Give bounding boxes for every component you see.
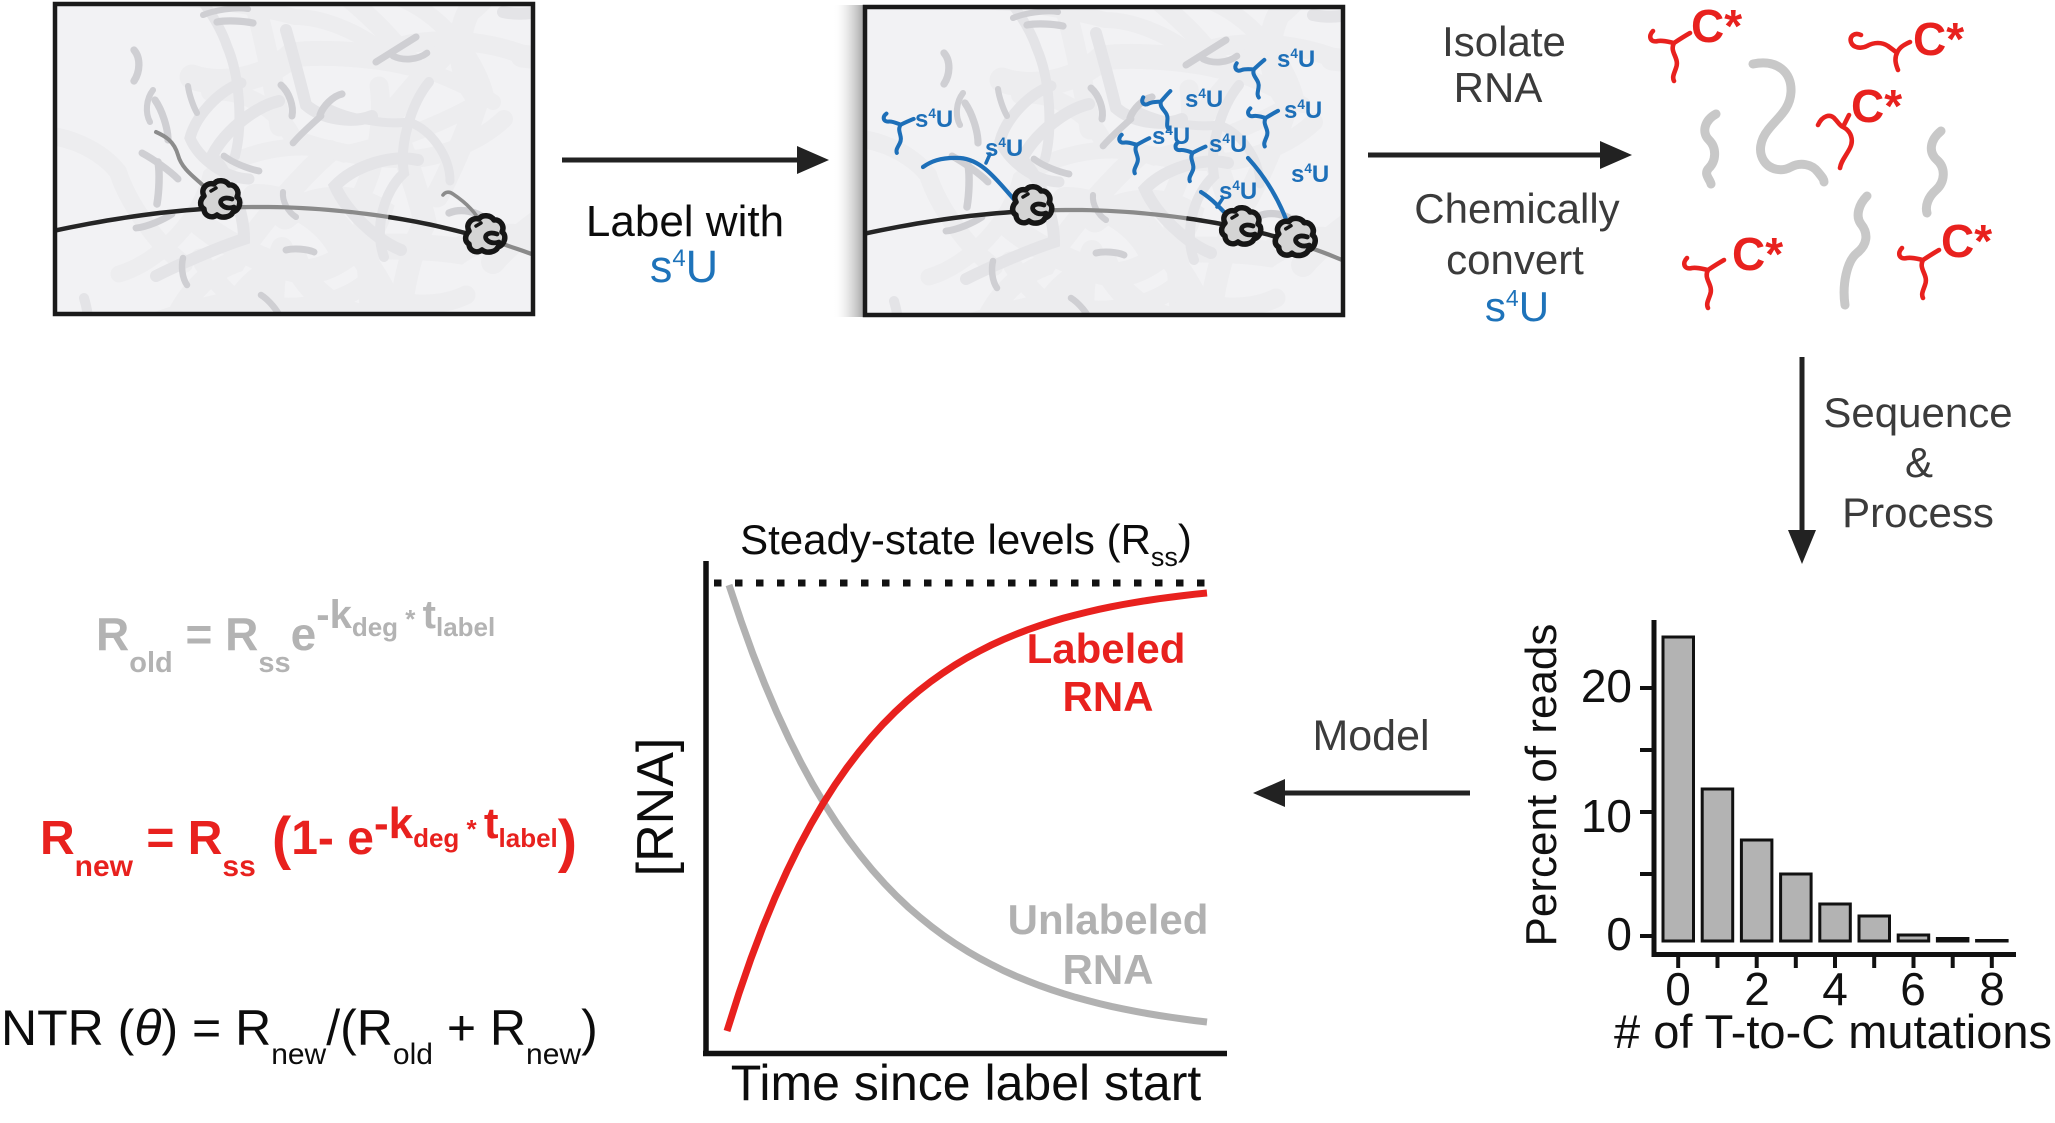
- svg-text:Labeled: Labeled: [1027, 625, 1186, 672]
- svg-text:Chemically: Chemically: [1414, 185, 1619, 232]
- svg-text:C*: C*: [1851, 80, 1902, 132]
- svg-text:Isolate: Isolate: [1442, 18, 1566, 65]
- svg-text:[RNA]: [RNA]: [627, 738, 685, 877]
- svg-text:2: 2: [1744, 963, 1770, 1015]
- svg-text:# of T-to-C mutations: # of T-to-C mutations: [1614, 1005, 2052, 1058]
- svg-text:RNA: RNA: [1063, 673, 1154, 720]
- svg-text:Process: Process: [1842, 489, 1994, 536]
- svg-text:RNA: RNA: [1063, 946, 1154, 993]
- svg-text:Unlabeled: Unlabeled: [1008, 896, 1209, 943]
- svg-text:Model: Model: [1312, 712, 1429, 760]
- svg-text:C*: C*: [1913, 13, 1964, 65]
- svg-text:C*: C*: [1941, 215, 1992, 267]
- svg-text:6: 6: [1900, 963, 1926, 1015]
- svg-text:convert: convert: [1446, 236, 1584, 283]
- svg-text:4: 4: [1822, 963, 1848, 1015]
- svg-text:s4U: s4U: [1284, 97, 1322, 124]
- svg-text:&: &: [1905, 439, 1933, 486]
- svg-text:20: 20: [1581, 660, 1632, 712]
- svg-text:RNA: RNA: [1454, 64, 1543, 111]
- svg-text:C*: C*: [1732, 228, 1783, 280]
- svg-text:Time since label start: Time since label start: [731, 1055, 1202, 1111]
- svg-text:Sequence: Sequence: [1823, 389, 2012, 436]
- svg-text:C*: C*: [1691, 0, 1742, 52]
- svg-text:0: 0: [1606, 908, 1632, 960]
- svg-text:8: 8: [1979, 963, 2005, 1015]
- svg-text:s4U: s4U: [1185, 86, 1223, 113]
- svg-text:Steady-state levels (Rss): Steady-state levels (Rss): [740, 516, 1192, 572]
- svg-text:0: 0: [1665, 963, 1691, 1015]
- svg-text:Label with: Label with: [586, 197, 784, 246]
- svg-text:10: 10: [1581, 790, 1632, 842]
- svg-text:Percent of reads: Percent of reads: [1517, 624, 1566, 947]
